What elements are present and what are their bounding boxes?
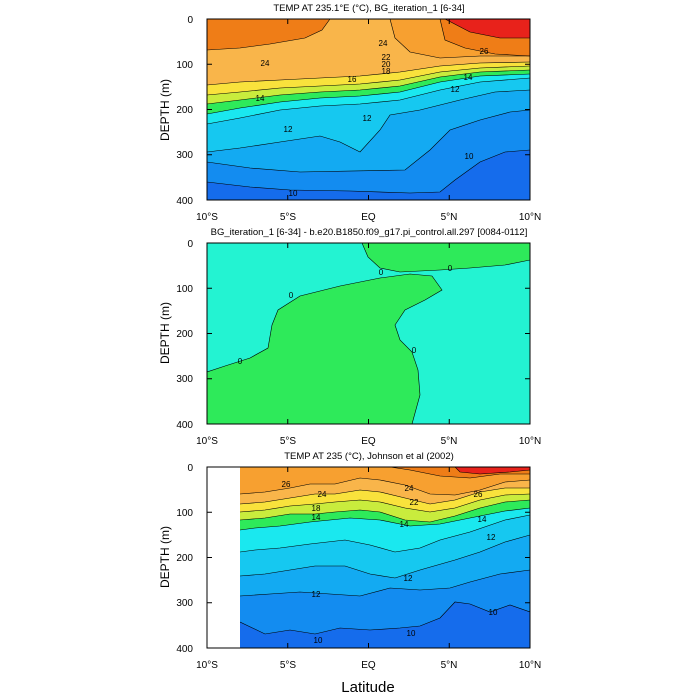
panel-1-ytick-label: 100 (176, 60, 193, 71)
panel-1-clabel: 22 (382, 53, 391, 62)
panel-1-clabel: 10 (465, 152, 474, 161)
panel-1-xtick-label: 10°N (519, 212, 541, 223)
panel-1-band-28 (445, 19, 530, 38)
panel-3-clabel: 14 (400, 520, 409, 529)
panel-3-ylabel: DEPTH (m) (158, 526, 172, 588)
panel-3-clabel: 14 (312, 513, 321, 522)
panel-1-title: TEMP AT 235.1°E (°C), BG_iteration_1 [6-… (273, 3, 464, 14)
panel-1-clabel: 26 (480, 47, 489, 56)
panel-1-clabel: 20 (382, 60, 391, 69)
panel-1-clabel: 18 (382, 67, 391, 76)
panel-3-title: TEMP AT 235 (°C), Johnson et al (2002) (284, 451, 454, 462)
panel-2: BG_iteration_1 [6-34] - b.e20.B1850.f09_… (158, 227, 541, 447)
panel-1-clabel: 10 (289, 189, 298, 198)
panel-1-ytick-label: 400 (176, 196, 193, 207)
panel-1-clabel: 14 (464, 73, 473, 82)
panel-2-positive-region-left (207, 274, 442, 424)
panel-1-contour-lines (207, 19, 530, 194)
panel-3-clabel: 26 (474, 490, 483, 499)
panel-1-xtick-label: 5°S (280, 212, 297, 223)
panel-3-ytick-label: 400 (176, 644, 193, 655)
panel-1-clabel: 12 (451, 85, 460, 94)
panel-3-clabel: 14 (478, 515, 487, 524)
panel-2-xtick-label: EQ (361, 436, 376, 447)
panel-2-clabel: 0 (448, 264, 453, 273)
panel-1-clabel: 24 (379, 39, 388, 48)
panel-1-ytick-label: 0 (187, 15, 193, 26)
panel-1-clabel: 14 (256, 94, 265, 103)
panel-2-contour-labels: 0 0 0 0 0 (238, 264, 453, 366)
panel-1-clabel: 12 (363, 114, 372, 123)
panel-3-clabel: 12 (404, 574, 413, 583)
panel-2-clabel: 0 (379, 268, 384, 277)
panel-1-plot: 24 26 24 22 20 18 16 14 12 14 12 12 10 1… (207, 19, 530, 200)
panel-1-ytick-label: 300 (176, 150, 193, 161)
panel-2-positive-region-top (362, 243, 530, 272)
panel-2-contour-lines (207, 243, 530, 424)
panel-2-ytick-label: 300 (176, 374, 193, 385)
panel-3-clabel: 24 (318, 490, 327, 499)
panel-2-ytick-label: 200 (176, 329, 193, 340)
panel-3-xtick-label: 5°S (280, 660, 297, 671)
panel-2-xtick-label: 5°N (441, 436, 458, 447)
panel-3: TEMP AT 235 (°C), Johnson et al (2002) (158, 451, 541, 671)
panel-2-y-ticks (207, 242, 530, 380)
panel-1-clabel: 12 (284, 125, 293, 134)
panel-2-xtick-label: 10°N (519, 436, 541, 447)
panel-3-clabel: 12 (487, 533, 496, 542)
panel-3-xtick-label: 10°S (196, 660, 218, 671)
panel-2-clabel: 0 (238, 357, 243, 366)
panel-3-y-ticks (207, 466, 530, 604)
x-axis-label: Latitude (341, 679, 394, 696)
panel-1-band-26a (207, 19, 330, 50)
panel-3-clabel: 10 (314, 636, 323, 645)
panel-2-x-ticks (287, 243, 450, 424)
panel-3-ytick-label: 0 (187, 463, 193, 474)
panel-1-x-ticks (287, 19, 450, 200)
panel-2-ytick-label: 0 (187, 239, 193, 250)
panel-3-contour-lines (240, 467, 530, 635)
panel-2-title: BG_iteration_1 [6-34] - b.e20.B1850.f09_… (211, 227, 528, 238)
panel-1-clabel: 24 (261, 59, 270, 68)
panel-1-ytick-label: 200 (176, 105, 193, 116)
panel-3-ytick-label: 300 (176, 598, 193, 609)
panel-3-ytick-label: 200 (176, 553, 193, 564)
panel-3-clabel: 10 (407, 629, 416, 638)
panel-1-clabel: 16 (348, 75, 357, 84)
panel-2-xtick-label: 10°S (196, 436, 218, 447)
panel-2-ytick-label: 100 (176, 284, 193, 295)
panel-3-clabel: 10 (489, 608, 498, 617)
panel-3-x-ticks (287, 467, 450, 648)
panel-1: TEMP AT 235.1°E (°C), BG_iteration_1 [6-… (158, 3, 541, 223)
panel-2-clabel: 0 (289, 291, 294, 300)
panel-1-ylabel: DEPTH (m) (158, 79, 172, 141)
panel-3-clabel: 26 (282, 480, 291, 489)
panel-1-xtick-label: EQ (361, 212, 376, 223)
panel-3-xtick-label: 5°N (441, 660, 458, 671)
panel-3-clabel: 12 (312, 590, 321, 599)
panel-1-xtick-label: 5°N (441, 212, 458, 223)
panel-3-xtick-label: EQ (361, 660, 376, 671)
panel-3-clabel: 22 (410, 498, 419, 507)
panel-3-clabel: 24 (405, 484, 414, 493)
panel-3-xtick-label: 10°N (519, 660, 541, 671)
panel-2-xtick-label: 5°S (280, 436, 297, 447)
panel-2-ylabel: DEPTH (m) (158, 302, 172, 364)
panel-1-contour-labels: 24 26 24 22 20 18 16 14 12 14 12 12 10 1… (256, 39, 489, 198)
panel-3-band-28 (455, 467, 530, 474)
panel-3-ytick-label: 100 (176, 508, 193, 519)
panel-3-clabel: 18 (312, 504, 321, 513)
panel-1-xtick-label: 10°S (196, 212, 218, 223)
panel-3-plot: 26 24 24 22 18 14 14 26 14 12 12 12 10 1… (240, 467, 530, 648)
panel-1-y-ticks (207, 18, 530, 201)
panel-3-contour-labels: 26 24 24 22 18 14 14 26 14 12 12 12 10 1… (282, 480, 498, 645)
panel-2-clabel: 0 (412, 346, 417, 355)
panel-2-plot: 0 0 0 0 0 (207, 243, 530, 424)
panel-2-ytick-label: 400 (176, 420, 193, 431)
